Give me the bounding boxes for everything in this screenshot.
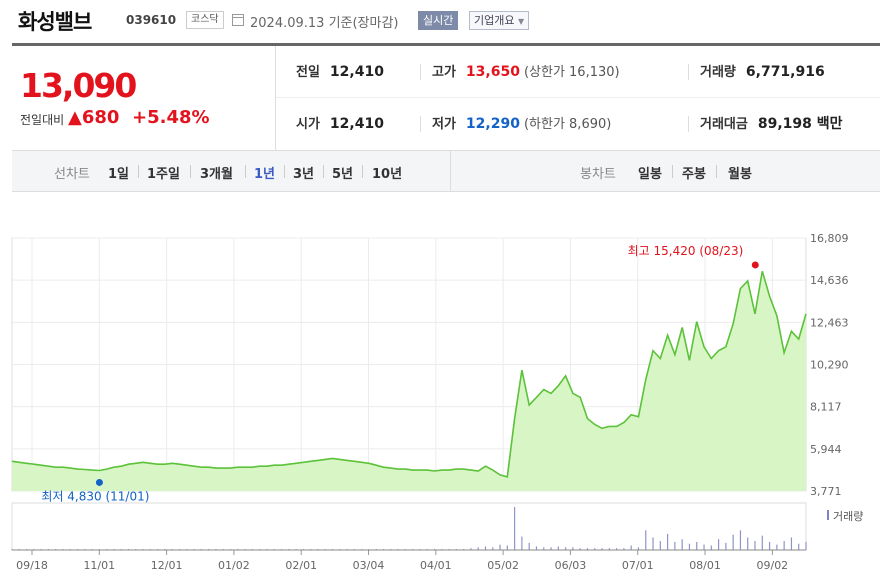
tab-1day[interactable]: 1일 bbox=[108, 167, 130, 182]
x-tick-label: 11/01 bbox=[83, 559, 115, 572]
high-label: 고가 bbox=[432, 65, 456, 80]
stock-code: 039610 bbox=[126, 13, 177, 27]
volume-cell: 거래량 6,771,916 bbox=[700, 46, 825, 98]
open-label: 시가 bbox=[296, 117, 320, 132]
volume-value: 6,771,916 bbox=[745, 64, 825, 80]
amount-label: 거래대금 bbox=[700, 117, 748, 132]
divider bbox=[420, 116, 421, 132]
up-arrow-icon: ▲ bbox=[68, 107, 82, 128]
tab-divider bbox=[245, 165, 246, 178]
tab-3year[interactable]: 3년 bbox=[293, 167, 315, 182]
prev-close-label: 전일 bbox=[296, 65, 320, 80]
x-tick-label: 02/01 bbox=[285, 559, 317, 572]
x-tick-label: 04/01 bbox=[420, 559, 452, 572]
tab-3month[interactable]: 3개월 bbox=[200, 167, 233, 182]
volume-legend-swatch bbox=[827, 510, 829, 520]
prev-close-cell: 전일 12,410 bbox=[296, 46, 384, 98]
current-price: 13,090 bbox=[20, 66, 137, 105]
price-area bbox=[12, 271, 806, 491]
y-tick-label: 8,117 bbox=[810, 401, 842, 414]
current-price-box: 13,090 전일대비 ▲680 +5.48% bbox=[12, 46, 276, 150]
divider bbox=[688, 64, 689, 80]
divider bbox=[420, 64, 421, 80]
low-cell: 저가 12,290 (하한가 8,690) bbox=[432, 98, 611, 150]
company-overview-button[interactable]: 기업개요 ▼ bbox=[469, 11, 530, 30]
high-cell: 고가 13,650 (상한가 16,130) bbox=[432, 46, 620, 98]
x-tick-label: 09/02 bbox=[756, 559, 788, 572]
tab-5year[interactable]: 5년 bbox=[332, 167, 354, 182]
tab-divider bbox=[672, 165, 673, 178]
y-tick-label: 10,290 bbox=[810, 359, 849, 372]
low-annotation: 최저 4,830 (11/01) bbox=[41, 489, 149, 503]
x-tick-label: 01/02 bbox=[218, 559, 250, 572]
price-line bbox=[11, 270, 807, 478]
base-date: 2024.09.13 기준(장마감) bbox=[250, 16, 399, 31]
tab-divider bbox=[323, 165, 324, 178]
low-point-marker bbox=[95, 478, 103, 486]
chevron-down-icon: ▼ bbox=[517, 17, 525, 26]
change-amount: 680 bbox=[81, 107, 120, 128]
x-tick-label: 08/01 bbox=[689, 559, 721, 572]
stock-name: 화성밸브 bbox=[18, 10, 92, 34]
info-row-2: 시가 12,410 저가 12,290 (하한가 8,690) 거래대금 89,198 … bbox=[276, 98, 880, 150]
line-chart-tabs: 선차트 1일 1주일 3개월 1년 3년 5년 10년 bbox=[12, 151, 451, 191]
market-badge: 코스닥 bbox=[186, 11, 224, 29]
change-label: 전일대비 bbox=[20, 113, 65, 127]
y-tick-label: 12,463 bbox=[810, 316, 849, 329]
low-value: 12,290 bbox=[465, 116, 520, 132]
chart-tab-bar: 선차트 1일 1주일 3개월 1년 3년 5년 10년 봉차트 일봉 주봉 월봉 bbox=[12, 150, 880, 192]
upper-limit: (상한가 16,130) bbox=[523, 65, 620, 80]
info-row-1: 전일 12,410 고가 13,650 (상한가 16,130) 거래량 6,771,9… bbox=[276, 46, 880, 98]
prev-close-value: 12,410 bbox=[329, 64, 384, 80]
price-summary: 13,090 전일대비 ▲680 +5.48% 전일 12,410 고가 13,65… bbox=[12, 46, 880, 150]
volume-legend: 거래량 bbox=[833, 510, 863, 523]
y-tick-label: 3,771 bbox=[810, 485, 842, 498]
x-tick-label: 09/18 bbox=[16, 559, 48, 572]
y-tick-label: 16,809 bbox=[810, 232, 849, 245]
tab-1week[interactable]: 1주일 bbox=[147, 167, 180, 182]
tab-1year[interactable]: 1년 bbox=[254, 167, 276, 182]
stock-header: 화성밸브 039610 코스닥 2024.09.13 기준(장마감) 실시간 기… bbox=[0, 0, 880, 44]
change-value: ▲680 bbox=[68, 107, 119, 128]
tab-daily[interactable]: 일봉 bbox=[638, 167, 662, 182]
price-chart: 16,809 14,636 12,463 10,290 8,117 5,944 3,771 0… bbox=[11, 232, 863, 572]
volume-label: 거래량 bbox=[700, 65, 736, 80]
high-annotation: 최고 15,420 (08/23) bbox=[628, 244, 744, 258]
high-value: 13,650 bbox=[465, 64, 520, 80]
tab-divider bbox=[190, 165, 191, 178]
calendar-icon bbox=[232, 14, 244, 26]
amount-cell: 거래대금 89,198 백만 bbox=[700, 98, 843, 150]
line-chart-title: 선차트 bbox=[54, 167, 90, 182]
high-point-marker bbox=[751, 261, 759, 269]
realtime-button[interactable]: 실시간 bbox=[418, 11, 459, 30]
tab-divider bbox=[716, 165, 717, 178]
x-tick-label: 12/01 bbox=[151, 559, 183, 572]
low-label: 저가 bbox=[432, 117, 456, 132]
tab-weekly[interactable]: 주봉 bbox=[682, 167, 706, 182]
x-tick-label: 06/03 bbox=[555, 559, 587, 572]
divider bbox=[688, 116, 689, 132]
header-divider bbox=[12, 43, 880, 46]
x-tick-label: 07/01 bbox=[622, 559, 654, 572]
tab-monthly[interactable]: 월봉 bbox=[728, 167, 752, 182]
open-value: 12,410 bbox=[329, 116, 384, 132]
tab-10year[interactable]: 10년 bbox=[372, 167, 403, 182]
candle-chart-title: 봉차트 bbox=[580, 167, 616, 182]
volume-frame bbox=[11, 502, 807, 551]
open-cell: 시가 12,410 bbox=[296, 98, 384, 150]
x-tick-label: 05/02 bbox=[487, 559, 519, 572]
company-overview-label: 기업개요 bbox=[474, 14, 515, 27]
tab-divider bbox=[362, 165, 363, 178]
x-tick-label: 03/04 bbox=[353, 559, 385, 572]
tab-divider bbox=[138, 165, 139, 178]
change-rate: +5.48% bbox=[132, 107, 210, 128]
amount-value: 89,198 백만 bbox=[757, 116, 843, 132]
price-chart-area: 16,809 14,636 12,463 10,290 8,117 5,944 3,771 0… bbox=[0, 192, 880, 581]
lower-limit: (하한가 8,690) bbox=[523, 117, 612, 132]
tab-divider bbox=[284, 165, 285, 178]
y-tick-label: 14,636 bbox=[810, 274, 849, 287]
y-tick-label: 5,944 bbox=[810, 443, 842, 456]
